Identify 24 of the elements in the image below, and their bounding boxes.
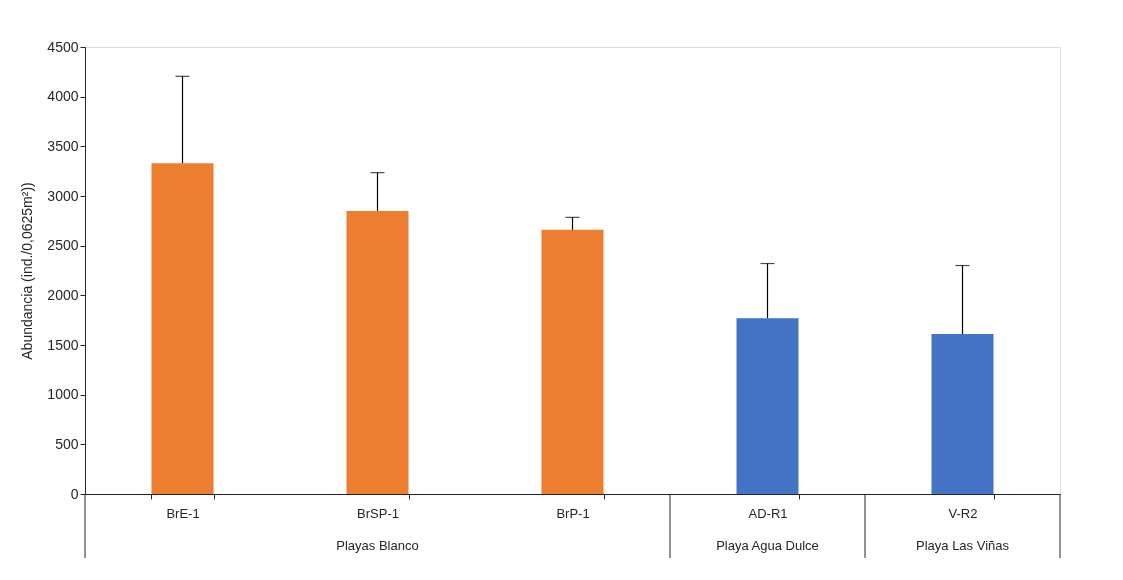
x-tick-label: V-R2 [948, 505, 978, 521]
y-tick-label: 3000 [47, 187, 79, 204]
y-tick-label: 2000 [47, 286, 79, 303]
y-tick-label: 3500 [47, 137, 79, 154]
x-tick-label: BrP-1 [556, 505, 590, 521]
bar [346, 210, 409, 494]
y-axis-title: Abundancia (ind./0,0625m²)) [19, 182, 36, 360]
text: Playa Agua Dulce [716, 538, 819, 553]
y-tick-label: 1500 [47, 336, 79, 353]
y-tick-label: 4000 [47, 88, 79, 105]
bar [736, 318, 799, 494]
y-tick-label: 0 [70, 485, 79, 502]
x-tick-label: BrSP-1 [357, 505, 399, 521]
bar [151, 163, 214, 494]
y-tick-label: 500 [55, 435, 79, 452]
bar [931, 334, 994, 494]
x-tick-label: BrE-1 [166, 505, 200, 521]
x-tick-label: AD-R1 [748, 505, 788, 521]
y-tick-label: 2500 [47, 237, 79, 254]
bar [541, 229, 604, 494]
y-tick-label: 4500 [47, 38, 79, 55]
text: Playas Blanco [336, 538, 419, 553]
y-tick-label: 1000 [47, 386, 79, 403]
text: Playa Las Viñas [916, 538, 1010, 553]
